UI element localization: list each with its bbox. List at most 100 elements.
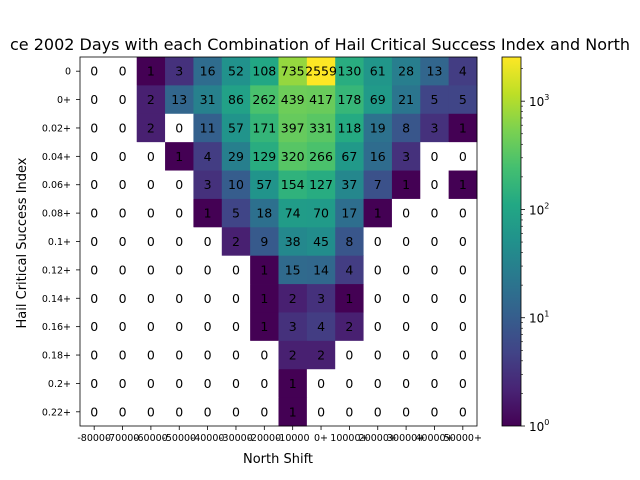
- heatmap-cell: [306, 198, 336, 228]
- heatmap-cell: [80, 312, 109, 342]
- colorbar-ticks: 100 101 102 103: [521, 68, 549, 434]
- cell-value-label: 0: [147, 234, 155, 249]
- cell-value-label: 0: [90, 404, 98, 419]
- heatmap-cell: [391, 227, 421, 257]
- y-tick-label: 0.18+: [42, 351, 71, 362]
- cell-value-label: 28: [398, 64, 414, 79]
- x-axis-ticks: -80000-70000-60000-50000-40000-30000-200…: [77, 426, 482, 444]
- cell-value-label: 4: [345, 262, 353, 277]
- cell-value-label: 0: [374, 348, 382, 363]
- heatmap-cell: [448, 170, 478, 200]
- heatmap-cell: [108, 85, 138, 115]
- heatmap-cell: [165, 142, 194, 171]
- heatmap-cell: [165, 170, 194, 200]
- heatmap-cell: [80, 255, 109, 285]
- cell-value-label: 0: [260, 348, 268, 363]
- cell-value-label: 0: [147, 291, 155, 306]
- heatmap-cell: [278, 57, 308, 86]
- cell-value-label: 9: [260, 234, 268, 249]
- heatmap-cell: [165, 198, 194, 228]
- x-tick-label: 10000+: [330, 433, 368, 444]
- y-tick-label: 0: [65, 67, 71, 78]
- heatmap-cell: [363, 198, 393, 228]
- cell-value-label: 0: [402, 234, 410, 249]
- heatmap-cell: [363, 113, 393, 143]
- cell-value-label: 1: [289, 376, 297, 391]
- cell-value-label: 178: [337, 92, 361, 107]
- heatmap-cell: [420, 198, 450, 228]
- heatmap-cell: [80, 113, 109, 143]
- heatmap-cell: [80, 198, 109, 228]
- cell-value-label: 266: [309, 149, 333, 164]
- cell-value-label: 0: [430, 177, 438, 192]
- heatmap-cell: [250, 227, 279, 257]
- y-tick-label: 0.22+: [42, 407, 71, 418]
- x-tick-label: -70000: [106, 433, 140, 444]
- heatmap-cell: [363, 397, 393, 427]
- cell-value-label: 0: [345, 376, 353, 391]
- heatmap-cell: [363, 85, 393, 115]
- heatmap-cell: [391, 340, 421, 370]
- heatmap-cell: [306, 85, 336, 115]
- heatmap-cell: [221, 284, 251, 313]
- x-tick-label: 20000+: [359, 433, 397, 444]
- heatmap-cell: [108, 397, 138, 427]
- heatmap-cell: [165, 369, 194, 399]
- heatmap-cell: [250, 57, 279, 86]
- cell-value-label: 13: [427, 64, 443, 79]
- heatmap-cell: [420, 397, 450, 427]
- heatmap-cell: [165, 255, 194, 285]
- cell-value-label: 0: [345, 404, 353, 419]
- heatmap-cell: [420, 369, 450, 399]
- heatmap-cell: [136, 312, 166, 342]
- heatmap-cell: [363, 142, 393, 171]
- cell-value-label: 0: [430, 319, 438, 334]
- cell-value-label: 74: [285, 206, 301, 221]
- heatmap-cell: [165, 397, 194, 427]
- heatmap-cell: [420, 113, 450, 143]
- cell-value-label: 0: [374, 262, 382, 277]
- heatmap-cell: [221, 57, 251, 86]
- y-tick-label: 0+: [57, 95, 71, 106]
- cell-value-label: 154: [281, 177, 305, 192]
- heatmap-cell: [80, 284, 109, 313]
- heatmap-cell: [193, 85, 223, 115]
- cell-value-label: 0: [317, 404, 325, 419]
- heatmap-cell: [420, 255, 450, 285]
- heatmap-cell: [278, 397, 308, 427]
- cell-value-label: 8: [402, 120, 410, 135]
- cell-value-label: 1: [289, 404, 297, 419]
- heatmap-cell: [448, 255, 478, 285]
- heatmap-cell: [278, 198, 308, 228]
- cell-value-label: 1: [175, 149, 183, 164]
- heatmap-cell: [363, 340, 393, 370]
- cell-value-label: 1: [459, 177, 467, 192]
- cell-value-label: 3: [430, 120, 438, 135]
- cell-value-label: 0: [147, 206, 155, 221]
- cell-value-label: 0: [232, 291, 240, 306]
- cell-value-label: 5: [430, 92, 438, 107]
- heatmap-cell: [193, 255, 223, 285]
- cell-value-label: 0: [232, 376, 240, 391]
- cell-value-label: 7: [374, 177, 382, 192]
- cell-value-label: 61: [370, 64, 386, 79]
- heatmap-cells: [80, 57, 478, 427]
- heatmap-cell: [391, 142, 421, 171]
- cell-value-label: 0: [430, 262, 438, 277]
- cell-value-label: 2: [289, 291, 297, 306]
- cell-value-label: 0: [204, 348, 212, 363]
- x-tick-label: -30000: [219, 433, 253, 444]
- heatmap-cell: [420, 170, 450, 200]
- cell-value-label: 0: [175, 120, 183, 135]
- cell-value-label: 0: [459, 348, 467, 363]
- cell-value-label: 0: [204, 291, 212, 306]
- heatmap-cell: [335, 198, 364, 228]
- heatmap-cell: [250, 397, 279, 427]
- cell-value-label: 735: [281, 64, 305, 79]
- cell-value-label: 1: [459, 120, 467, 135]
- cell-value-label: 0: [459, 376, 467, 391]
- heatmap-cell: [250, 198, 279, 228]
- y-tick-label: 0.16+: [42, 322, 71, 333]
- cell-value-label: 0: [459, 234, 467, 249]
- cell-value-label: 0: [90, 92, 98, 107]
